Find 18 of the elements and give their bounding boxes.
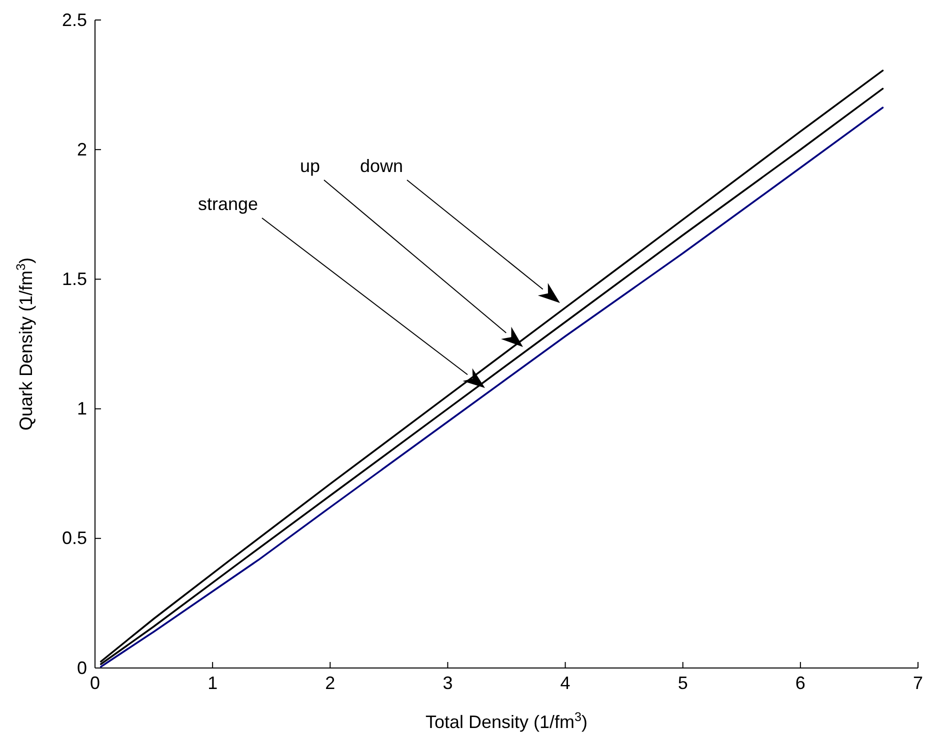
x-tick-label: 0 bbox=[90, 672, 100, 693]
y-tick-label: 2.5 bbox=[62, 10, 87, 30]
x-tick-label: 1 bbox=[208, 672, 218, 693]
x-tick-label: 4 bbox=[560, 672, 570, 693]
y-tick-label: 0 bbox=[76, 658, 87, 678]
x-axis-title: Total Density (1/fm$^{3}$) bbox=[425, 710, 588, 732]
x-tick-label: 7 bbox=[912, 672, 924, 693]
annotation: down bbox=[360, 156, 403, 176]
x-tick-label: 5 bbox=[678, 672, 688, 693]
x-tick-label: 3 bbox=[442, 672, 453, 693]
x-tick-label: 2 bbox=[325, 672, 336, 693]
y-tick-label: 1.5 bbox=[62, 268, 87, 289]
y-tick-label: 2 bbox=[76, 139, 87, 160]
x-tick-label: 6 bbox=[795, 672, 806, 693]
annotation: up bbox=[300, 156, 320, 176]
y-tick-label: 1 bbox=[76, 398, 87, 419]
y-tick-label: 0.5 bbox=[62, 528, 87, 548]
annotation: strange bbox=[198, 194, 258, 214]
